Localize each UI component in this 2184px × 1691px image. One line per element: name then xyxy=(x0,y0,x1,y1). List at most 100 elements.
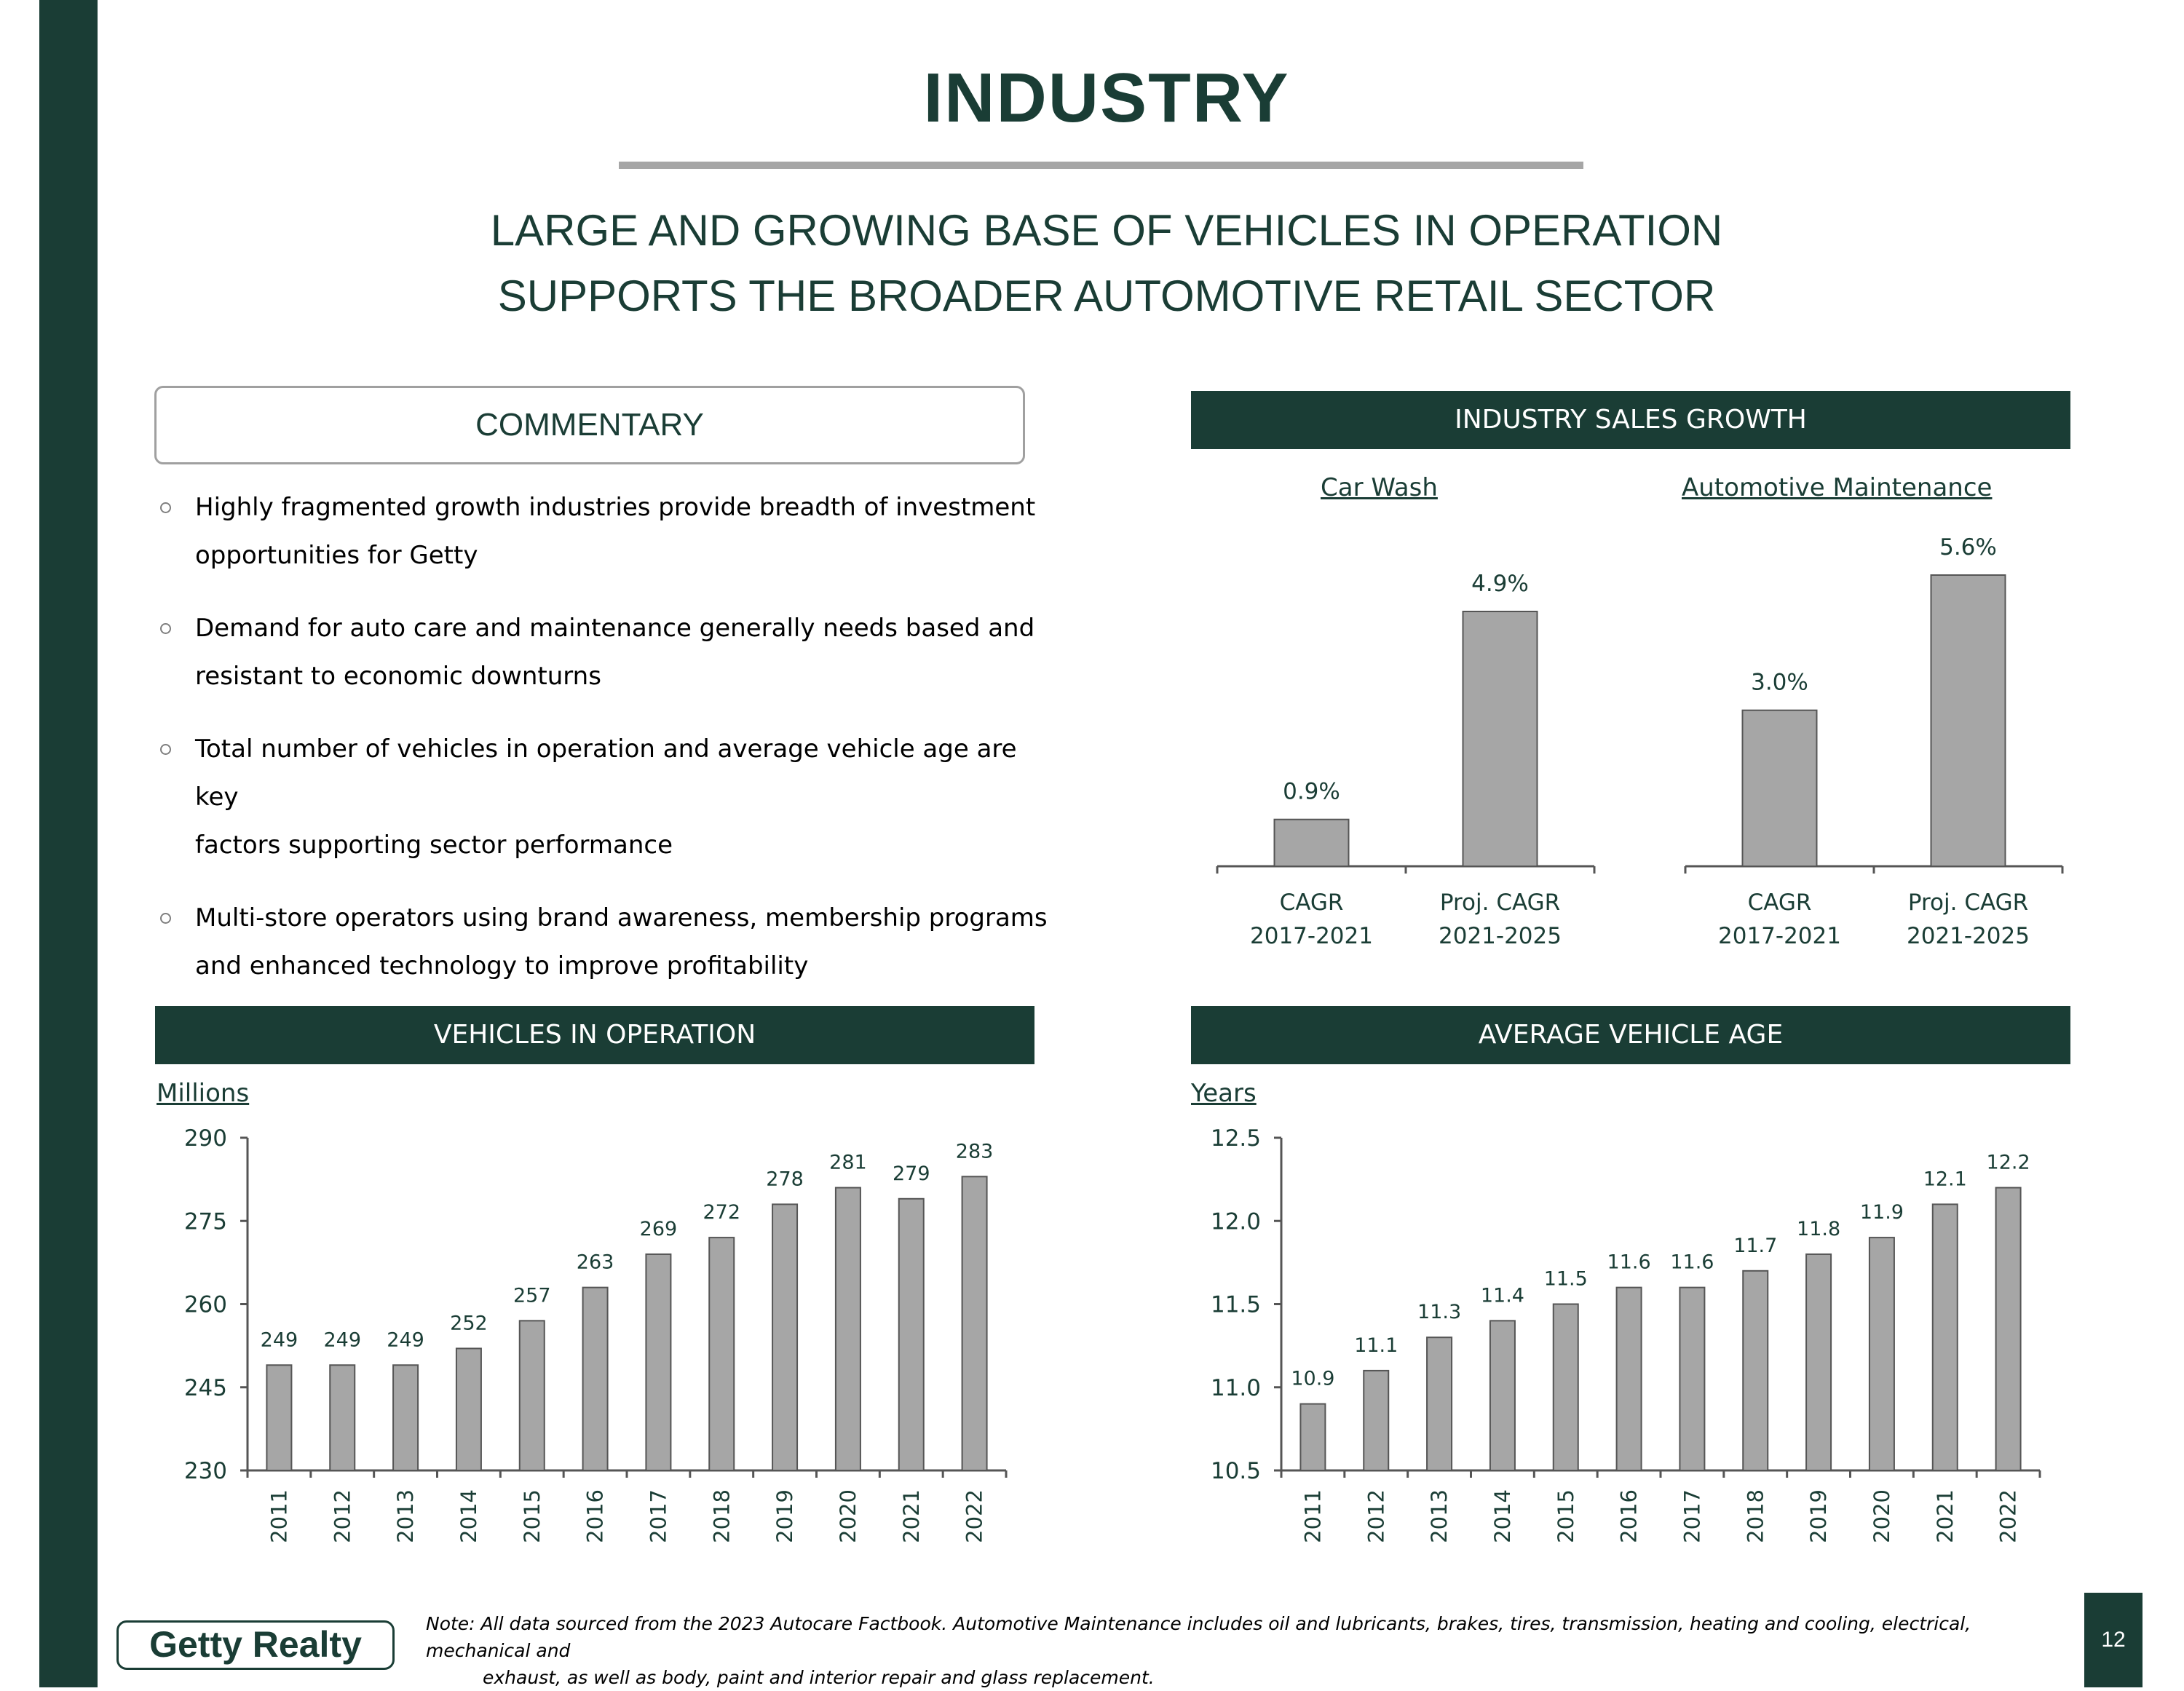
data-label: 252 xyxy=(450,1312,488,1334)
data-label: 249 xyxy=(387,1328,424,1351)
data-label: 257 xyxy=(513,1284,551,1307)
bar xyxy=(1805,1253,1832,1471)
bar xyxy=(708,1237,735,1471)
brand-side-bar xyxy=(39,0,98,1687)
data-label: 0.9% xyxy=(1283,779,1340,805)
x-tick-label: 2017-2021 xyxy=(1718,923,1841,949)
bullet-text: factors supporting sector performance xyxy=(195,831,673,860)
data-label: 11.4 xyxy=(1481,1284,1524,1307)
data-label: 5.6% xyxy=(1939,534,1997,561)
bar xyxy=(1299,1403,1326,1471)
data-label: 11.6 xyxy=(1670,1251,1714,1274)
bar xyxy=(834,1187,861,1472)
data-label: 11.7 xyxy=(1733,1235,1777,1257)
car-wash-label: Car Wash xyxy=(1321,473,1438,502)
y-tick-label: 275 xyxy=(184,1208,227,1235)
bar xyxy=(455,1347,482,1472)
hollow-circle-bullet-icon xyxy=(160,623,171,634)
bar xyxy=(1552,1303,1579,1471)
data-label: 279 xyxy=(893,1163,930,1185)
bar xyxy=(898,1197,925,1471)
footnote-line-1: Note: All data sourced from the 2023 Aut… xyxy=(426,1613,1971,1661)
x-tick-label: 2016 xyxy=(583,1489,608,1543)
data-label: 4.9% xyxy=(1471,571,1529,597)
page-title: INDUSTRY xyxy=(923,59,1290,137)
hollow-circle-bullet-icon xyxy=(160,502,171,513)
x-tick-label: 2013 xyxy=(393,1489,418,1543)
bullet-text: opportunities for Getty xyxy=(195,541,478,570)
footnote-line-2: exhaust, as well as body, paint and inte… xyxy=(483,1667,1155,1688)
data-label: 263 xyxy=(577,1251,614,1274)
bar xyxy=(1363,1369,1390,1472)
bar xyxy=(1462,611,1538,867)
bar xyxy=(1426,1336,1453,1471)
subtitle-line-1: LARGE AND GROWING BASE OF VEHICLES IN OP… xyxy=(490,206,1723,255)
x-tick-label: 2017-2021 xyxy=(1250,923,1373,949)
x-tick-label: 2021-2025 xyxy=(1439,923,1562,949)
x-tick-label: 2020 xyxy=(1870,1489,1894,1543)
bar xyxy=(329,1364,356,1471)
x-tick-label: 2014 xyxy=(1490,1489,1515,1543)
x-tick-label: 2011 xyxy=(1300,1489,1325,1543)
y-tick-label: 10.5 xyxy=(1211,1458,1261,1484)
bar xyxy=(1741,709,1818,868)
footnote: Note: All data sourced from the 2023 Aut… xyxy=(426,1610,2027,1691)
data-label: 11.1 xyxy=(1354,1334,1398,1357)
bar xyxy=(1868,1237,1895,1471)
data-label: 11.6 xyxy=(1607,1251,1651,1274)
commentary-bullet: Multi-store operators using brand awaren… xyxy=(154,894,1050,990)
bar xyxy=(518,1320,545,1471)
hollow-circle-bullet-icon xyxy=(160,913,171,924)
x-tick-label: 2021 xyxy=(1933,1489,1958,1543)
age-unit-label: Years xyxy=(1191,1079,1257,1108)
bullet-text: and enhanced technology to improve profi… xyxy=(195,951,809,981)
bar xyxy=(1931,1203,1958,1472)
subtitle-line-2: SUPPORTS THE BROADER AUTOMOTIVE RETAIL S… xyxy=(497,272,1716,320)
x-tick-label: 2022 xyxy=(1996,1489,2021,1543)
data-label: 249 xyxy=(323,1328,361,1351)
page-number: 12 xyxy=(2084,1593,2143,1687)
sales-growth-header: INDUSTRY SALES GROWTH xyxy=(1191,391,2070,449)
x-tick-label: 2011 xyxy=(266,1489,291,1543)
x-tick-label: 2016 xyxy=(1617,1489,1642,1543)
getty-realty-logo: Getty Realty xyxy=(116,1620,395,1670)
x-tick-label: 2012 xyxy=(1364,1489,1388,1543)
bar xyxy=(1273,818,1350,867)
vehicles-unit-label: Millions xyxy=(157,1079,250,1108)
y-tick-label: 260 xyxy=(184,1292,227,1318)
y-tick-label: 245 xyxy=(184,1375,227,1401)
bullet-text: Highly fragmented growth industries prov… xyxy=(195,493,1036,522)
bar xyxy=(1679,1286,1706,1472)
x-tick-label: 2013 xyxy=(1427,1489,1452,1543)
commentary-list: Highly fragmented growth industries prov… xyxy=(154,483,1050,1015)
data-label: 11.9 xyxy=(1860,1201,1904,1224)
data-label: 269 xyxy=(640,1218,678,1240)
x-tick-label: 2014 xyxy=(456,1489,481,1543)
commentary-bullet: Highly fragmented growth industries prov… xyxy=(154,483,1050,579)
x-tick-label: 2018 xyxy=(1743,1489,1768,1543)
x-tick-label: 2017 xyxy=(1679,1489,1704,1543)
x-tick-label: 2019 xyxy=(772,1489,797,1543)
y-tick-label: 290 xyxy=(184,1125,227,1152)
x-tick-label: 2018 xyxy=(709,1489,734,1543)
data-label: 11.5 xyxy=(1544,1268,1588,1291)
commentary-bullet: Total number of vehicles in operation an… xyxy=(154,725,1050,869)
data-label: 278 xyxy=(766,1168,804,1190)
bar xyxy=(266,1364,293,1471)
bar xyxy=(772,1203,799,1472)
x-tick-label: Proj. CAGR xyxy=(1440,890,1560,916)
y-tick-label: 12.5 xyxy=(1211,1125,1261,1152)
bar xyxy=(392,1364,419,1471)
bullet-text: resistant to economic downturns xyxy=(195,662,601,691)
bar xyxy=(1995,1187,2022,1472)
y-tick-label: 12.0 xyxy=(1211,1208,1261,1235)
bar xyxy=(1489,1320,1516,1471)
hollow-circle-bullet-icon xyxy=(160,744,171,755)
x-tick-label: 2022 xyxy=(962,1489,987,1543)
y-tick-label: 11.0 xyxy=(1211,1375,1261,1401)
x-tick-label: 2012 xyxy=(330,1489,355,1543)
commentary-bullet: Demand for auto care and maintenance gen… xyxy=(154,604,1050,700)
age-header: AVERAGE VEHICLE AGE xyxy=(1191,1006,2070,1064)
